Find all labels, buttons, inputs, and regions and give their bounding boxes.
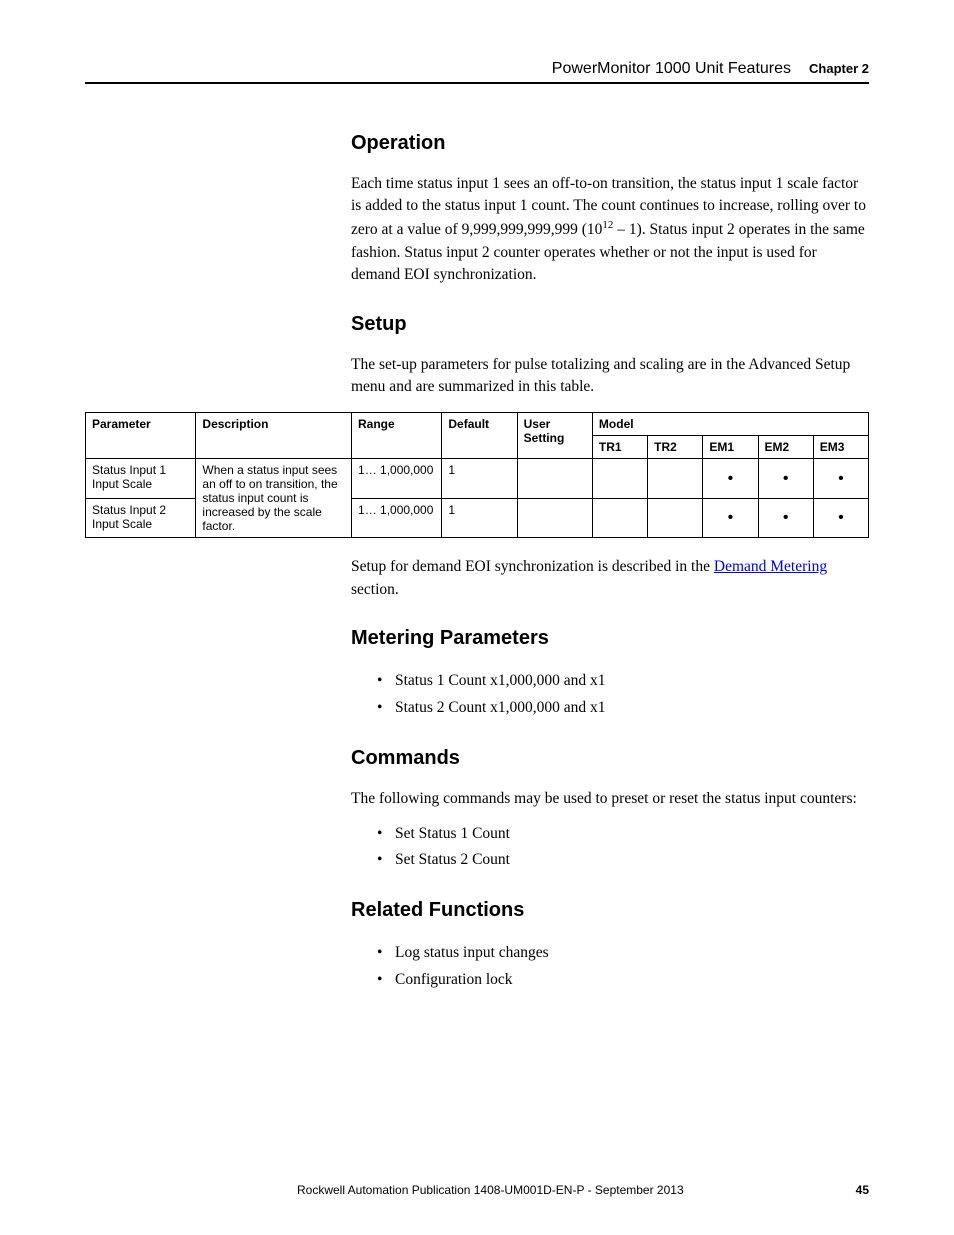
cell-default: 1 xyxy=(442,459,517,499)
list-item: Log status input changes xyxy=(377,940,869,966)
related-list: Log status input changes Configuration l… xyxy=(377,940,869,993)
cell-em2: • xyxy=(758,498,813,538)
col-user-setting: User Setting xyxy=(517,413,592,459)
cell-range: 1… 1,000,000 xyxy=(352,498,442,538)
heading-operation: Operation xyxy=(351,132,869,155)
section-setup-after: Setup for demand EOI synchronization is … xyxy=(351,556,869,601)
page-header: PowerMonitor 1000 Unit Features Chapter … xyxy=(85,60,869,78)
setup-after-a: Setup for demand EOI synchronization is … xyxy=(351,558,714,575)
footer-publication: Rockwell Automation Publication 1408-UM0… xyxy=(125,1183,856,1197)
list-item: Set Status 2 Count xyxy=(377,847,869,873)
heading-metering: Metering Parameters xyxy=(351,627,869,650)
list-item: Status 1 Count x1,000,000 and x1 xyxy=(377,668,869,694)
setup-after-b: section. xyxy=(351,581,399,598)
table-row: Status Input 1 Input Scale When a status… xyxy=(86,459,869,499)
cell-default: 1 xyxy=(442,498,517,538)
cell-user-setting xyxy=(517,459,592,499)
demand-metering-link[interactable]: Demand Metering xyxy=(714,558,827,575)
cell-user-setting xyxy=(517,498,592,538)
footer-page-number: 45 xyxy=(856,1183,869,1197)
cell-em1: • xyxy=(703,459,758,499)
col-tr1: TR1 xyxy=(592,436,647,459)
cell-em3: • xyxy=(813,498,868,538)
col-range: Range xyxy=(352,413,442,459)
col-model: Model xyxy=(592,413,868,436)
cell-tr2 xyxy=(648,459,703,499)
setup-intro: The set-up parameters for pulse totalizi… xyxy=(351,354,869,399)
metering-list: Status 1 Count x1,000,000 and x1 Status … xyxy=(377,668,869,721)
heading-setup: Setup xyxy=(351,313,869,336)
cell-parameter: Status Input 2 Input Scale xyxy=(86,498,196,538)
col-default: Default xyxy=(442,413,517,459)
col-em1: EM1 xyxy=(703,436,758,459)
header-chapter: Chapter 2 xyxy=(809,61,869,76)
section-operation: Operation Each time status input 1 sees … xyxy=(351,132,869,287)
cell-parameter: Status Input 1 Input Scale xyxy=(86,459,196,499)
commands-intro: The following commands may be used to pr… xyxy=(351,788,869,810)
cell-em1: • xyxy=(703,498,758,538)
cell-tr2 xyxy=(648,498,703,538)
list-item: Status 2 Count x1,000,000 and x1 xyxy=(377,695,869,721)
col-em2: EM2 xyxy=(758,436,813,459)
section-related: Related Functions Log status input chang… xyxy=(351,899,869,993)
cell-description: When a status input sees an off to on tr… xyxy=(196,459,352,538)
setup-after: Setup for demand EOI synchronization is … xyxy=(351,556,869,601)
header-title: PowerMonitor 1000 Unit Features xyxy=(552,60,791,78)
cell-em3: • xyxy=(813,459,868,499)
col-description: Description xyxy=(196,413,352,459)
section-setup-intro: Setup The set-up parameters for pulse to… xyxy=(351,313,869,399)
section-metering: Metering Parameters Status 1 Count x1,00… xyxy=(351,627,869,721)
commands-list: Set Status 1 Count Set Status 2 Count xyxy=(377,821,869,874)
cell-range: 1… 1,000,000 xyxy=(352,459,442,499)
page-footer: Rockwell Automation Publication 1408-UM0… xyxy=(85,1183,869,1197)
col-tr2: TR2 xyxy=(648,436,703,459)
list-item: Configuration lock xyxy=(377,967,869,993)
operation-body: Each time status input 1 sees an off-to-… xyxy=(351,173,869,287)
heading-related: Related Functions xyxy=(351,899,869,922)
header-rule xyxy=(85,82,869,84)
cell-em2: • xyxy=(758,459,813,499)
heading-commands: Commands xyxy=(351,747,869,770)
cell-tr1 xyxy=(592,459,647,499)
cell-tr1 xyxy=(592,498,647,538)
setup-table: Parameter Description Range Default User… xyxy=(85,412,869,538)
operation-superscript: 12 xyxy=(602,219,613,231)
list-item: Set Status 1 Count xyxy=(377,821,869,847)
section-commands: Commands The following commands may be u… xyxy=(351,747,869,873)
col-em3: EM3 xyxy=(813,436,868,459)
setup-table-wrap: Parameter Description Range Default User… xyxy=(85,412,869,538)
col-parameter: Parameter xyxy=(86,413,196,459)
table-header-row-1: Parameter Description Range Default User… xyxy=(86,413,869,436)
